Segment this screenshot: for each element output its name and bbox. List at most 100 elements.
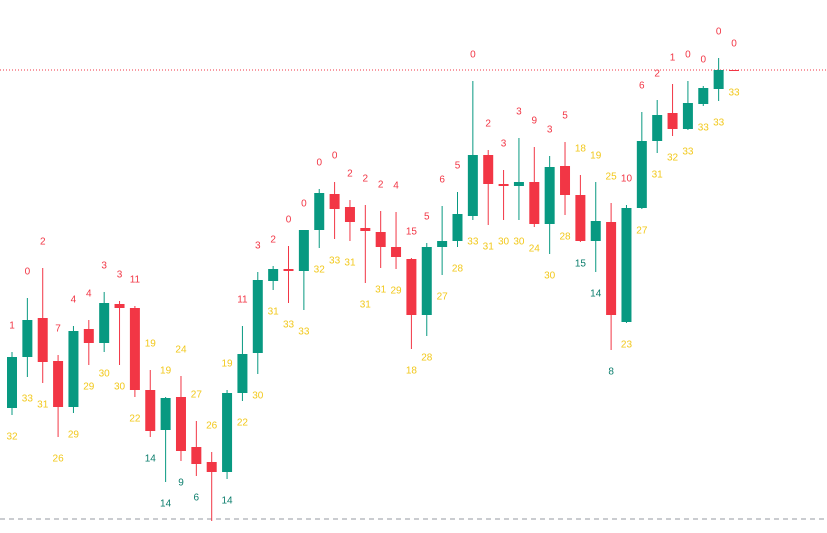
candle-body <box>682 103 693 129</box>
lower-label: 28 <box>421 353 433 364</box>
lower-label: 8 <box>608 367 614 378</box>
candle-body <box>99 303 110 343</box>
upper-label: 3 <box>516 107 522 118</box>
candle-body <box>22 320 33 357</box>
candle-body <box>513 182 524 186</box>
upper-label: 2 <box>485 119 491 130</box>
lower-label: 31 <box>360 300 372 311</box>
candle-body <box>68 331 79 407</box>
lower-label: 30 <box>498 237 510 248</box>
lower-label: 29 <box>390 286 402 297</box>
upper-label: 4 <box>86 289 92 300</box>
lower-label: 30 <box>544 271 556 282</box>
candle-body <box>652 115 663 141</box>
lower-label: 32 <box>314 265 326 276</box>
upper-label: 5 <box>424 212 430 223</box>
lower-label: 14 <box>222 496 234 507</box>
upper-label: 19 <box>590 151 602 162</box>
candle-body <box>283 269 294 271</box>
upper-label: 0 <box>301 199 307 210</box>
candle-body <box>544 167 555 224</box>
lower-label: 18 <box>406 366 418 377</box>
lower-label: 29 <box>68 430 80 441</box>
lower-label: 27 <box>636 226 648 237</box>
candle-body <box>206 462 217 472</box>
upper-label: 11 <box>237 295 248 306</box>
candle-body <box>437 241 448 247</box>
candle-body <box>329 194 340 209</box>
upper-label: 27 <box>191 390 203 401</box>
upper-label: 0 <box>700 55 706 66</box>
upper-label: 9 <box>532 116 538 127</box>
upper-label: 3 <box>501 139 507 150</box>
upper-label: 0 <box>716 27 722 38</box>
candle-body <box>575 195 586 241</box>
lower-label: 33 <box>682 147 694 158</box>
candle-body <box>529 182 540 224</box>
lower-label: 31 <box>37 400 49 411</box>
upper-label: 3 <box>547 125 553 136</box>
lower-label: 33 <box>22 394 34 405</box>
lower-label: 31 <box>375 285 387 296</box>
candle-body <box>360 228 371 231</box>
lower-label: 32 <box>667 153 679 164</box>
upper-label: 19 <box>160 366 172 377</box>
candle-body <box>452 214 463 241</box>
candle-body <box>698 88 709 104</box>
lower-label: 28 <box>452 264 464 275</box>
lower-label: 33 <box>698 123 710 134</box>
lower-label: 31 <box>344 258 356 269</box>
upper-label: 10 <box>621 174 633 185</box>
candle-body <box>560 166 571 195</box>
candle-body <box>467 155 478 216</box>
candle-body <box>421 247 432 315</box>
lower-label: 30 <box>99 369 111 380</box>
lower-label: 22 <box>129 414 141 425</box>
candle-body <box>114 304 125 308</box>
lower-label: 30 <box>252 391 264 402</box>
upper-label: 5 <box>455 161 461 172</box>
candle-body <box>729 70 739 71</box>
upper-label: 26 <box>206 421 218 432</box>
candle-body <box>298 230 309 271</box>
upper-label: 4 <box>71 295 77 306</box>
lower-label: 31 <box>652 170 664 181</box>
candle-body <box>160 398 171 430</box>
lower-label: 14 <box>145 454 157 465</box>
candle-body <box>7 357 17 408</box>
candle-body <box>268 269 279 281</box>
upper-label: 25 <box>606 172 618 183</box>
candle-body <box>314 193 325 230</box>
upper-label: 15 <box>406 227 418 238</box>
lower-label: 14 <box>590 289 602 300</box>
candle-body <box>53 361 64 407</box>
lower-label: 9 <box>178 478 184 489</box>
candle-body <box>483 155 494 184</box>
candle-body <box>222 393 233 472</box>
lower-label: 14 <box>160 499 172 510</box>
lower-label: 15 <box>575 259 587 270</box>
lower-label: 6 <box>194 493 200 504</box>
candle-body <box>175 397 186 451</box>
candle-body <box>237 354 248 393</box>
candle-body <box>145 390 156 431</box>
candle-body <box>37 318 48 362</box>
upper-label: 0 <box>25 267 31 278</box>
lower-label: 28 <box>559 232 571 243</box>
candle-body <box>498 184 509 186</box>
upper-label: 11 <box>130 275 141 286</box>
upper-label: 6 <box>639 81 645 92</box>
upper-label: 19 <box>222 359 234 370</box>
upper-label: 3 <box>117 270 123 281</box>
upper-label: 24 <box>175 345 187 356</box>
lower-label: 22 <box>237 418 249 429</box>
upper-label: 0 <box>316 158 322 169</box>
upper-label: 0 <box>731 39 737 50</box>
upper-label: 2 <box>654 69 660 80</box>
candle-body <box>590 221 601 241</box>
upper-label: 0 <box>685 50 691 61</box>
candle-body <box>406 259 417 315</box>
lower-label: 30 <box>513 237 525 248</box>
